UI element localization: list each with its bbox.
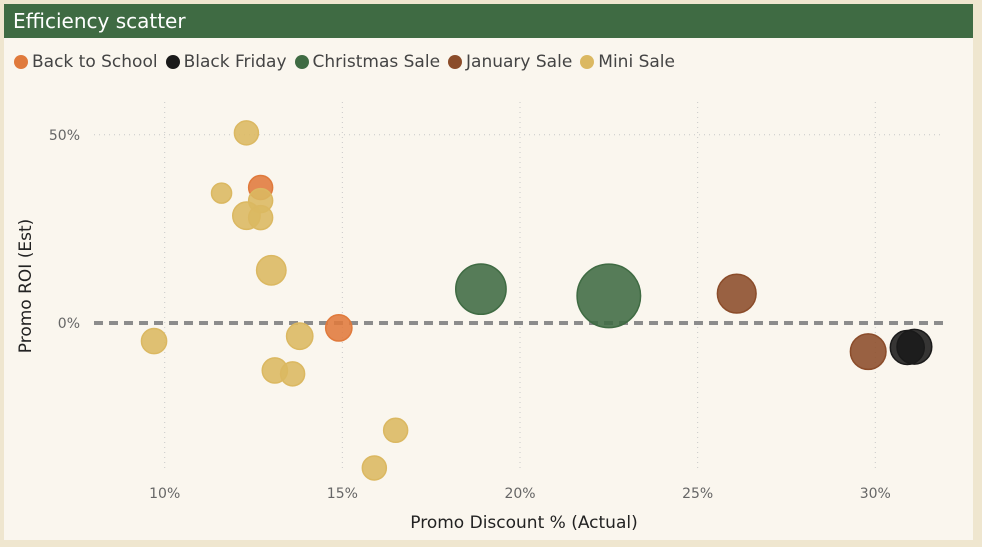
data-point — [285, 322, 314, 351]
x-tick-label: 30% — [860, 486, 891, 502]
legend-marker — [165, 55, 180, 69]
data-point — [233, 120, 260, 146]
x-tick-label: 25% — [682, 486, 713, 502]
legend-label: Christmas Sale — [312, 52, 441, 72]
data-point — [247, 204, 274, 231]
legend-label: Back to School — [32, 52, 158, 72]
legend-label: Mini Sale — [598, 52, 675, 72]
visual-title: Efficiency scatter — [13, 9, 186, 33]
x-tick-label: 10% — [149, 486, 180, 502]
legend-item[interactable]: Mini Sale — [580, 52, 675, 72]
legend-marker — [14, 55, 28, 69]
data-point — [454, 263, 507, 316]
scatter-chart: 10% 15% 20% 25% 30% 50% 0% Promo Discount % (Ac… — [16, 102, 944, 533]
visual-card: Efficiency scatter Back to School Black F… — [4, 4, 973, 540]
legend-item[interactable]: Black Friday — [165, 52, 287, 72]
x-tick-label: 15% — [327, 486, 358, 502]
title-bar: Efficiency scatter — [4, 4, 973, 38]
data-point — [324, 313, 353, 342]
y-tick-label: 50% — [49, 128, 80, 144]
data-point — [849, 333, 887, 371]
data-point — [896, 328, 933, 365]
x-axis-title: Promo Discount % (Actual) — [410, 513, 637, 533]
data-point — [210, 182, 233, 204]
legend-marker — [448, 55, 463, 69]
data-point — [576, 263, 642, 329]
legend-item[interactable]: January Sale — [448, 52, 572, 72]
data-point — [255, 254, 287, 286]
legend-marker — [580, 55, 595, 69]
data-point — [279, 361, 306, 387]
data-point — [361, 455, 388, 481]
legend-marker — [294, 55, 309, 69]
data-point — [140, 327, 168, 355]
data-point — [382, 417, 409, 444]
legend-label: Black Friday — [183, 52, 287, 72]
legend-item[interactable]: Christmas Sale — [294, 52, 441, 72]
legend-label: January Sale — [466, 52, 573, 72]
data-point — [716, 273, 757, 314]
y-axis-title: Promo ROI (Est) — [16, 219, 36, 353]
legend-item[interactable]: Back to School — [14, 52, 158, 72]
x-tick-label: 20% — [504, 486, 535, 502]
legend: Back to School Black Friday Christmas Sale… — [14, 51, 683, 73]
y-tick-label: 0% — [58, 316, 80, 332]
